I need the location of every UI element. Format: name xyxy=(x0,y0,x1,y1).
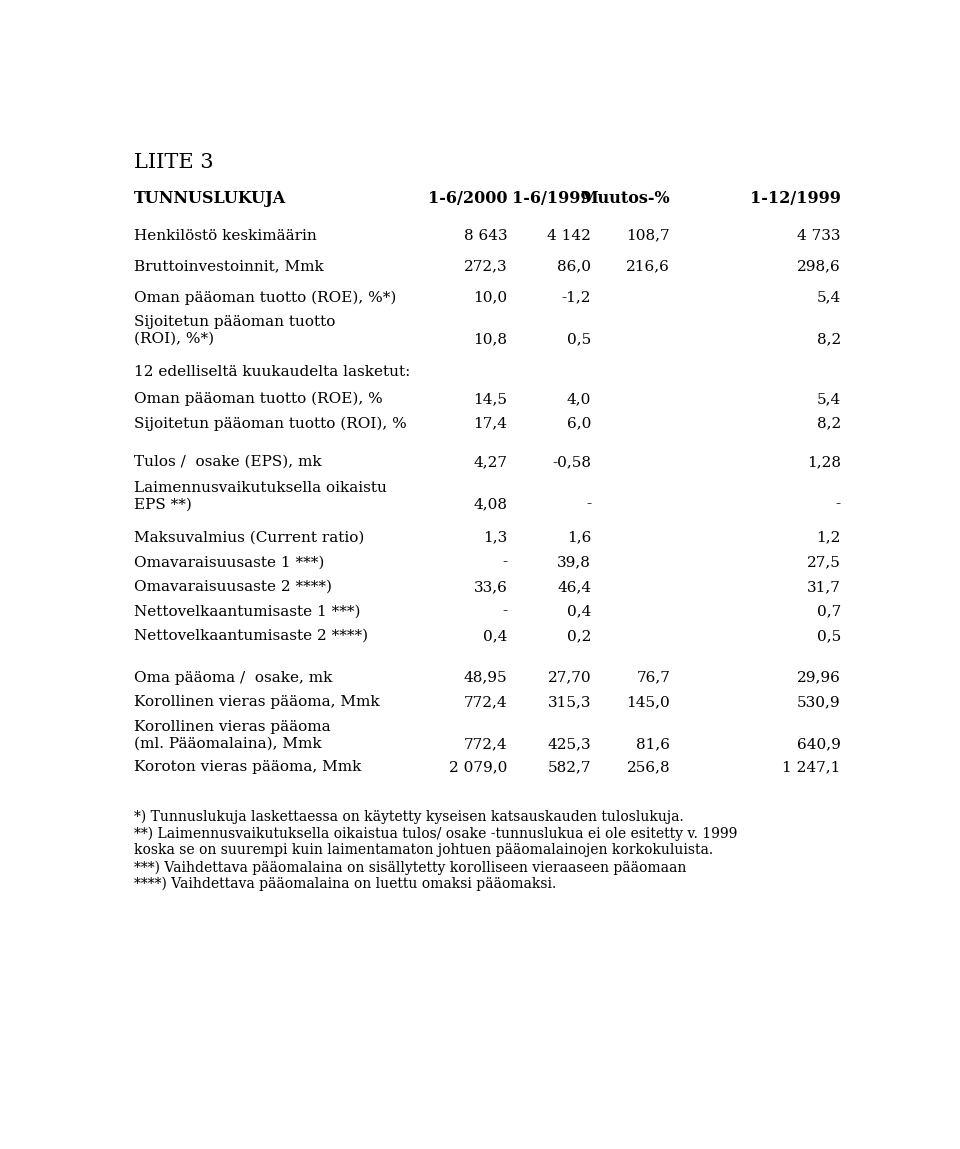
Text: koska se on suurempi kuin laimentamaton johtuen pääomalainojen korkokuluista.: koska se on suurempi kuin laimentamaton … xyxy=(134,843,713,857)
Text: LIITE 3: LIITE 3 xyxy=(134,153,213,172)
Text: 8,2: 8,2 xyxy=(817,332,841,346)
Text: 0,2: 0,2 xyxy=(566,630,591,643)
Text: 27,70: 27,70 xyxy=(547,671,591,685)
Text: *) Tunnuslukuja laskettaessa on käytetty kyseisen katsauskauden tuloslukuja.: *) Tunnuslukuja laskettaessa on käytetty… xyxy=(134,809,684,824)
Text: 272,3: 272,3 xyxy=(464,260,508,273)
Text: 33,6: 33,6 xyxy=(473,580,508,594)
Text: 640,9: 640,9 xyxy=(797,737,841,751)
Text: 1,6: 1,6 xyxy=(566,531,591,545)
Text: 4,27: 4,27 xyxy=(473,455,508,469)
Text: Maksuvalmius (Current ratio): Maksuvalmius (Current ratio) xyxy=(134,531,365,545)
Text: Omavaraisuusaste 1 ***): Omavaraisuusaste 1 ***) xyxy=(134,555,324,569)
Text: Oman pääoman tuotto (ROE), %*): Oman pääoman tuotto (ROE), %*) xyxy=(134,291,396,304)
Text: Korollinen vieras pääoma, Mmk: Korollinen vieras pääoma, Mmk xyxy=(134,695,379,709)
Text: -: - xyxy=(586,498,591,511)
Text: 530,9: 530,9 xyxy=(797,695,841,709)
Text: 48,95: 48,95 xyxy=(464,671,508,685)
Text: 1 247,1: 1 247,1 xyxy=(782,759,841,774)
Text: 4,0: 4,0 xyxy=(566,392,591,406)
Text: 1,2: 1,2 xyxy=(816,531,841,545)
Text: (ROI), %*): (ROI), %*) xyxy=(134,332,214,346)
Text: -: - xyxy=(835,498,841,511)
Text: **) Laimennusvaikutuksella oikaistua tulos/ osake -tunnuslukua ei ole esitetty v: **) Laimennusvaikutuksella oikaistua tul… xyxy=(134,826,737,841)
Text: 76,7: 76,7 xyxy=(636,671,670,685)
Text: 10,8: 10,8 xyxy=(473,332,508,346)
Text: Omavaraisuusaste 2 ****): Omavaraisuusaste 2 ****) xyxy=(134,580,332,594)
Text: 0,4: 0,4 xyxy=(483,630,508,643)
Text: 14,5: 14,5 xyxy=(473,392,508,406)
Text: 1-6/1999: 1-6/1999 xyxy=(512,191,591,207)
Text: 1-6/2000: 1-6/2000 xyxy=(428,191,508,207)
Text: Henkilöstö keskimäärin: Henkilöstö keskimäärin xyxy=(134,229,317,242)
Text: 0,7: 0,7 xyxy=(817,604,841,618)
Text: -1,2: -1,2 xyxy=(562,291,591,304)
Text: Nettovelkaantumisaste 2 ****): Nettovelkaantumisaste 2 ****) xyxy=(134,630,368,643)
Text: Sijoitetun pääoman tuotto: Sijoitetun pääoman tuotto xyxy=(134,315,335,329)
Text: 4,08: 4,08 xyxy=(473,498,508,511)
Text: 1-12/1999: 1-12/1999 xyxy=(750,191,841,207)
Text: ****) Vaihdettava pääomalaina on luettu omaksi pääomaksi.: ****) Vaihdettava pääomalaina on luettu … xyxy=(134,877,556,892)
Text: 108,7: 108,7 xyxy=(627,229,670,242)
Text: 1,28: 1,28 xyxy=(806,455,841,469)
Text: 6,0: 6,0 xyxy=(566,417,591,431)
Text: -0,58: -0,58 xyxy=(552,455,591,469)
Text: -: - xyxy=(502,555,508,569)
Text: TUNNUSLUKUJA: TUNNUSLUKUJA xyxy=(134,191,286,207)
Text: 31,7: 31,7 xyxy=(806,580,841,594)
Text: Tulos /  osake (EPS), mk: Tulos / osake (EPS), mk xyxy=(134,455,322,469)
Text: 0,5: 0,5 xyxy=(567,332,591,346)
Text: 17,4: 17,4 xyxy=(473,417,508,431)
Text: 772,4: 772,4 xyxy=(464,737,508,751)
Text: EPS **): EPS **) xyxy=(134,498,192,511)
Text: 27,5: 27,5 xyxy=(806,555,841,569)
Text: 425,3: 425,3 xyxy=(547,737,591,751)
Text: -: - xyxy=(502,604,508,618)
Text: Oma pääoma /  osake, mk: Oma pääoma / osake, mk xyxy=(134,671,332,685)
Text: 0,4: 0,4 xyxy=(566,604,591,618)
Text: 81,6: 81,6 xyxy=(636,737,670,751)
Text: Sijoitetun pääoman tuotto (ROI), %: Sijoitetun pääoman tuotto (ROI), % xyxy=(134,417,407,431)
Text: 582,7: 582,7 xyxy=(548,759,591,774)
Text: 1,3: 1,3 xyxy=(483,531,508,545)
Text: 46,4: 46,4 xyxy=(557,580,591,594)
Text: 315,3: 315,3 xyxy=(548,695,591,709)
Text: 0,5: 0,5 xyxy=(817,630,841,643)
Text: 256,8: 256,8 xyxy=(627,759,670,774)
Text: Bruttoinvestoinnit, Mmk: Bruttoinvestoinnit, Mmk xyxy=(134,260,324,273)
Text: Korollinen vieras pääoma: Korollinen vieras pääoma xyxy=(134,720,330,734)
Text: 4 733: 4 733 xyxy=(797,229,841,242)
Text: 216,6: 216,6 xyxy=(626,260,670,273)
Text: 4 142: 4 142 xyxy=(547,229,591,242)
Text: ***) Vaihdettava pääomalaina on sisällytetty korolliseen vieraaseen pääomaan: ***) Vaihdettava pääomalaina on sisällyt… xyxy=(134,861,686,874)
Text: 5,4: 5,4 xyxy=(817,392,841,406)
Text: 5,4: 5,4 xyxy=(817,291,841,304)
Text: 145,0: 145,0 xyxy=(627,695,670,709)
Text: Oman pääoman tuotto (ROE), %: Oman pääoman tuotto (ROE), % xyxy=(134,392,383,407)
Text: 10,0: 10,0 xyxy=(473,291,508,304)
Text: 8 643: 8 643 xyxy=(464,229,508,242)
Text: 12 edelliseltä kuukaudelta lasketut:: 12 edelliseltä kuukaudelta lasketut: xyxy=(134,365,410,379)
Text: 8,2: 8,2 xyxy=(817,417,841,431)
Text: Koroton vieras pääoma, Mmk: Koroton vieras pääoma, Mmk xyxy=(134,759,361,774)
Text: 2 079,0: 2 079,0 xyxy=(449,759,508,774)
Text: 39,8: 39,8 xyxy=(558,555,591,569)
Text: Nettovelkaantumisaste 1 ***): Nettovelkaantumisaste 1 ***) xyxy=(134,604,360,618)
Text: 86,0: 86,0 xyxy=(557,260,591,273)
Text: 772,4: 772,4 xyxy=(464,695,508,709)
Text: Laimennusvaikutuksella oikaistu: Laimennusvaikutuksella oikaistu xyxy=(134,480,387,494)
Text: Muutos-%: Muutos-% xyxy=(581,191,670,207)
Text: 29,96: 29,96 xyxy=(797,671,841,685)
Text: (ml. Pääomalaina), Mmk: (ml. Pääomalaina), Mmk xyxy=(134,737,322,751)
Text: 298,6: 298,6 xyxy=(797,260,841,273)
